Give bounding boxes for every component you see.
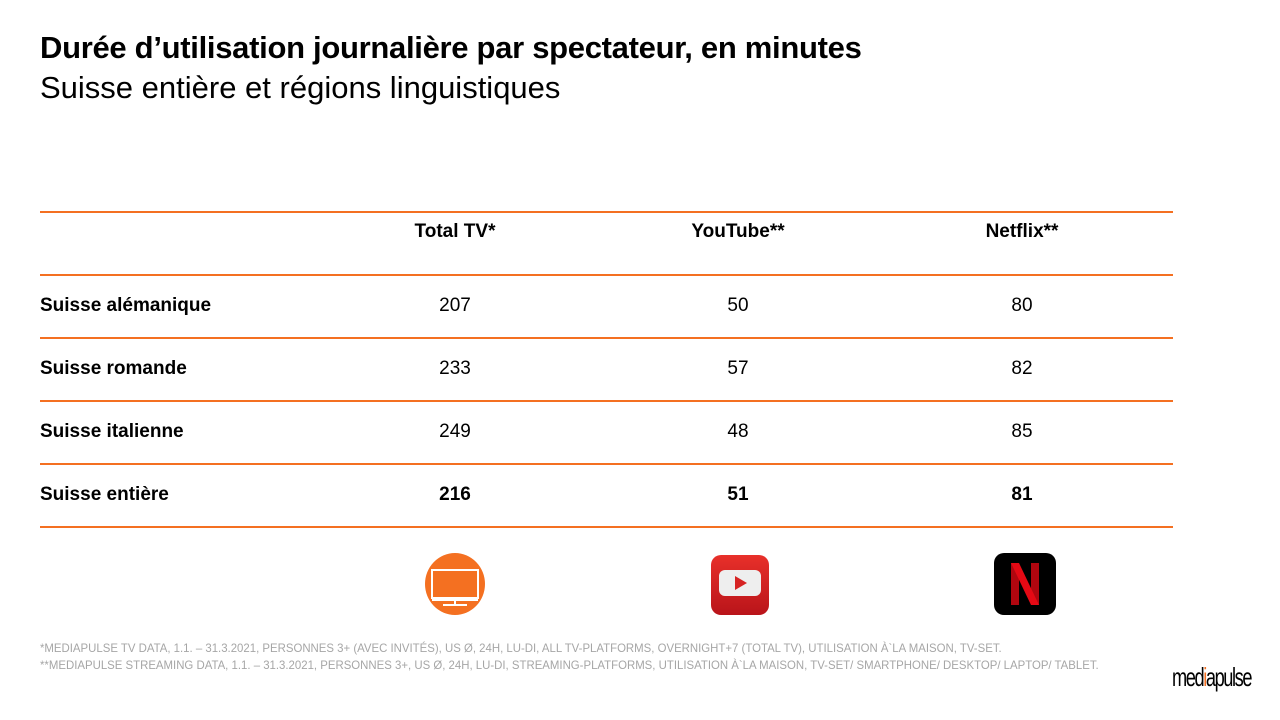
table-cell: 57 xyxy=(727,358,749,379)
tv-icon xyxy=(425,553,485,615)
page-subtitle: Suisse entière et régions linguistiques xyxy=(40,70,561,105)
row-label: Suisse romande xyxy=(40,358,187,379)
footnote: *MEDIAPULSE TV DATA, 1.1. – 31.3.2021, P… xyxy=(40,641,1002,655)
page-title: Durée d’utilisation journalière par spec… xyxy=(40,30,862,65)
youtube-icon xyxy=(711,555,769,615)
table-cell: 48 xyxy=(727,421,749,442)
data-table: Total TV* YouTube** Netflix** Suisse alé… xyxy=(40,211,1173,528)
mediapulse-logo: mediapulse xyxy=(1172,662,1252,692)
table-cell: 80 xyxy=(1011,295,1033,316)
footnote: **MEDIAPULSE STREAMING DATA, 1.1. – 31.3… xyxy=(40,658,1099,672)
table-cell: 85 xyxy=(1011,421,1033,442)
footnotes: *MEDIAPULSE TV DATA, 1.1. – 31.3.2021, P… xyxy=(40,640,1104,674)
netflix-icon xyxy=(994,553,1056,615)
table-row: Suisse italienne 249 48 85 xyxy=(40,400,1173,463)
table-header-row: Total TV* YouTube** Netflix** xyxy=(40,211,1173,274)
row-label: Suisse entière xyxy=(40,484,169,505)
table-cell: 51 xyxy=(727,484,749,505)
table-row-total: Suisse entière 216 51 81 xyxy=(40,463,1173,528)
table-cell: 82 xyxy=(1011,358,1033,379)
table-cell: 249 xyxy=(439,421,471,442)
table-cell: 207 xyxy=(439,295,471,316)
table-cell: 233 xyxy=(439,358,471,379)
table-row: Suisse alémanique 207 50 80 xyxy=(40,274,1173,337)
column-header: Netflix** xyxy=(985,221,1059,242)
column-header: Total TV* xyxy=(414,221,496,242)
row-label: Suisse alémanique xyxy=(40,295,212,316)
table-cell: 81 xyxy=(1011,484,1033,505)
table-row: Suisse romande 233 57 82 xyxy=(40,337,1173,400)
column-header: YouTube** xyxy=(691,221,785,242)
row-label: Suisse italienne xyxy=(40,421,184,442)
table-cell: 50 xyxy=(727,295,749,316)
table-cell: 216 xyxy=(439,484,471,505)
